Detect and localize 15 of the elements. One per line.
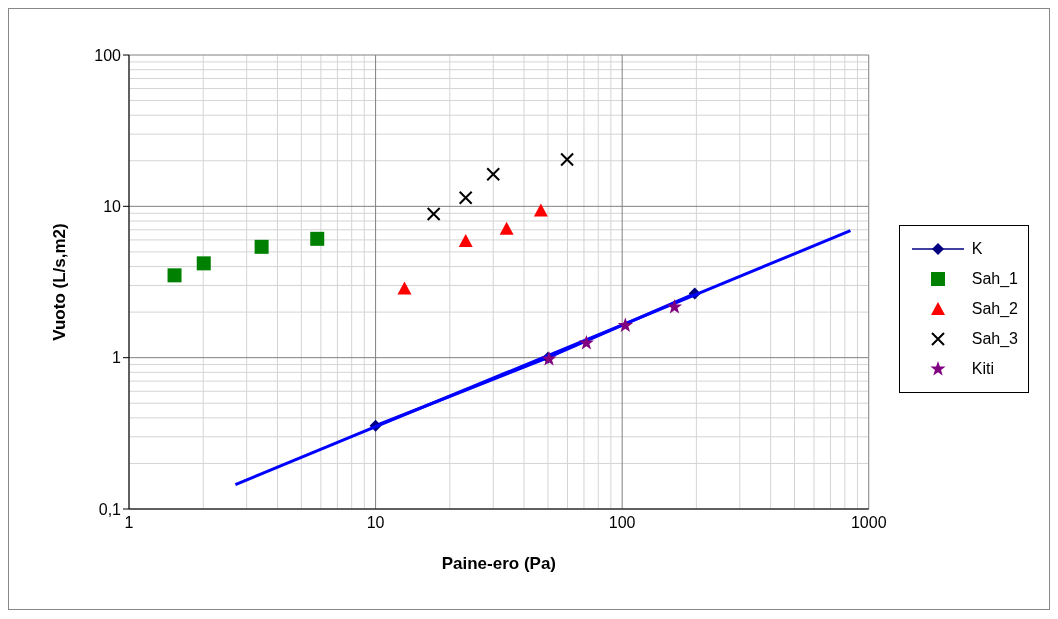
- legend-label: Sah_3: [971, 330, 1018, 348]
- legend-label: Kiti: [971, 360, 994, 378]
- y-tick-label: 1: [112, 349, 122, 367]
- x-tick-label: 1000: [850, 514, 887, 532]
- x-tick-label: 1: [124, 514, 134, 532]
- y-tick-label: 10: [103, 198, 122, 216]
- legend-label: Sah_2: [971, 300, 1018, 318]
- x-tick-label: 100: [608, 514, 636, 532]
- legend-label: K: [971, 240, 983, 258]
- x-tick-label: 10: [366, 514, 385, 532]
- x-axis-title: Paine-ero (Pa): [441, 554, 557, 573]
- y-tick-label: 100: [94, 46, 122, 64]
- y-axis-title: Vuoto (L/s,m2): [50, 223, 70, 341]
- legend-label: Sah_1: [971, 270, 1018, 288]
- y-tick-label: 0,1: [98, 500, 122, 518]
